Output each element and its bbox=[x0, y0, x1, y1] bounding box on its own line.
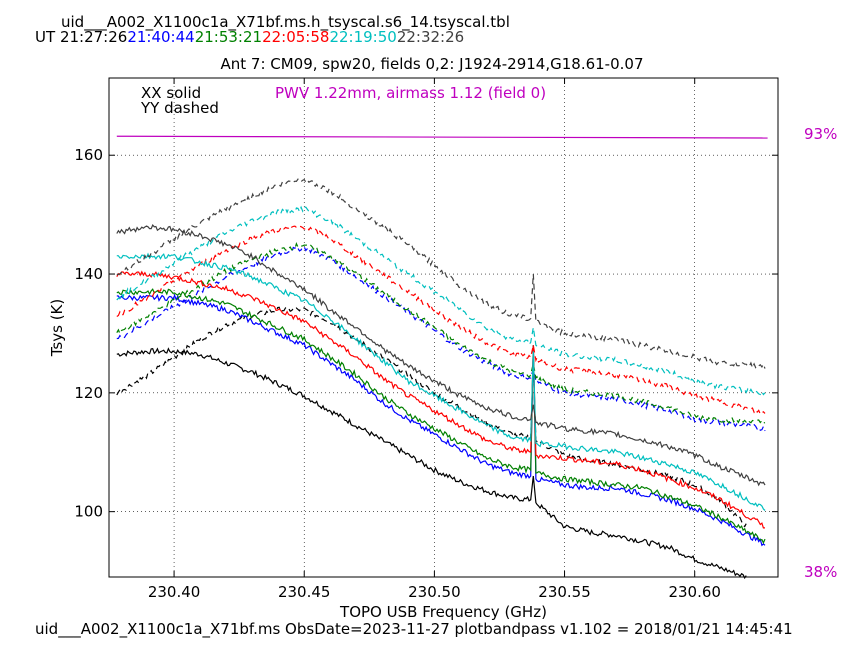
ut-time-0: 21:27:26 bbox=[59, 28, 128, 46]
ut-time-4: 22:19:50 bbox=[329, 28, 397, 46]
series-9-dashed bbox=[116, 205, 766, 396]
x-tick-label: 230.50 bbox=[408, 583, 461, 601]
ut-time-5: 22:32:26 bbox=[396, 28, 465, 46]
x-axis-label: TOPO USB Frequency (GHz) bbox=[339, 603, 547, 621]
legend-yy-dashed: YY dashed bbox=[140, 99, 219, 117]
ut-label: UT bbox=[35, 28, 56, 46]
pwv-annotation: PWV 1.22mm, airmass 1.12 (field 0) bbox=[275, 84, 546, 102]
series-4-solid bbox=[116, 288, 766, 545]
legend-xx-solid: XX solid bbox=[141, 84, 201, 102]
series-5-dashed bbox=[116, 242, 766, 425]
series-7-dashed bbox=[116, 224, 766, 416]
chart-title: Ant 7: CM09, spw20, fields 0,2: J1924-29… bbox=[220, 55, 644, 73]
x-tick-label: 230.60 bbox=[668, 583, 721, 601]
series-0-solid bbox=[116, 347, 747, 580]
axis-ticks: 230.40 230.45 230.50 230.55 230.60 100 120 140 1… bbox=[74, 78, 778, 601]
x-tick-label: 230.55 bbox=[538, 583, 591, 601]
x-tick-label: 230.45 bbox=[278, 583, 331, 601]
series-11-dashed bbox=[116, 178, 766, 370]
y-tick-label: 140 bbox=[74, 265, 103, 283]
ut-time-2: 21:53:21 bbox=[194, 28, 263, 46]
series-8-solid bbox=[116, 252, 766, 511]
transmission-top-label: 93% bbox=[804, 125, 837, 143]
y-axis-label: Tsys (K) bbox=[48, 299, 66, 358]
transmission-bottom-label: 38% bbox=[804, 563, 837, 581]
ut-time-list: UT 21:27:2621:40:4421:53:2122:05:5822:19… bbox=[35, 30, 464, 45]
ut-time-3: 22:05:58 bbox=[262, 28, 330, 46]
transmission-line bbox=[116, 135, 768, 139]
series-2-solid bbox=[116, 293, 766, 547]
footer-info: uid___A002_X1100c1a_X71bf.ms ObsDate=202… bbox=[35, 620, 793, 638]
series-6-solid bbox=[116, 270, 765, 529]
ut-time-1: 21:40:44 bbox=[127, 28, 195, 46]
ut-times: 21:27:2621:40:4421:53:2122:05:5822:19:50… bbox=[60, 28, 464, 46]
series-lines bbox=[116, 135, 768, 580]
y-tick-label: 120 bbox=[74, 384, 103, 402]
y-tick-label: 160 bbox=[74, 146, 103, 164]
series-10-solid bbox=[116, 224, 766, 487]
y-tick-label: 100 bbox=[74, 503, 103, 521]
series-3-dashed bbox=[116, 245, 766, 432]
table-filename: uid___A002_X1100c1a_X71bf.ms.h_tsyscal.s… bbox=[61, 13, 510, 31]
x-tick-label: 230.40 bbox=[148, 583, 201, 601]
plot-frame bbox=[108, 77, 779, 578]
